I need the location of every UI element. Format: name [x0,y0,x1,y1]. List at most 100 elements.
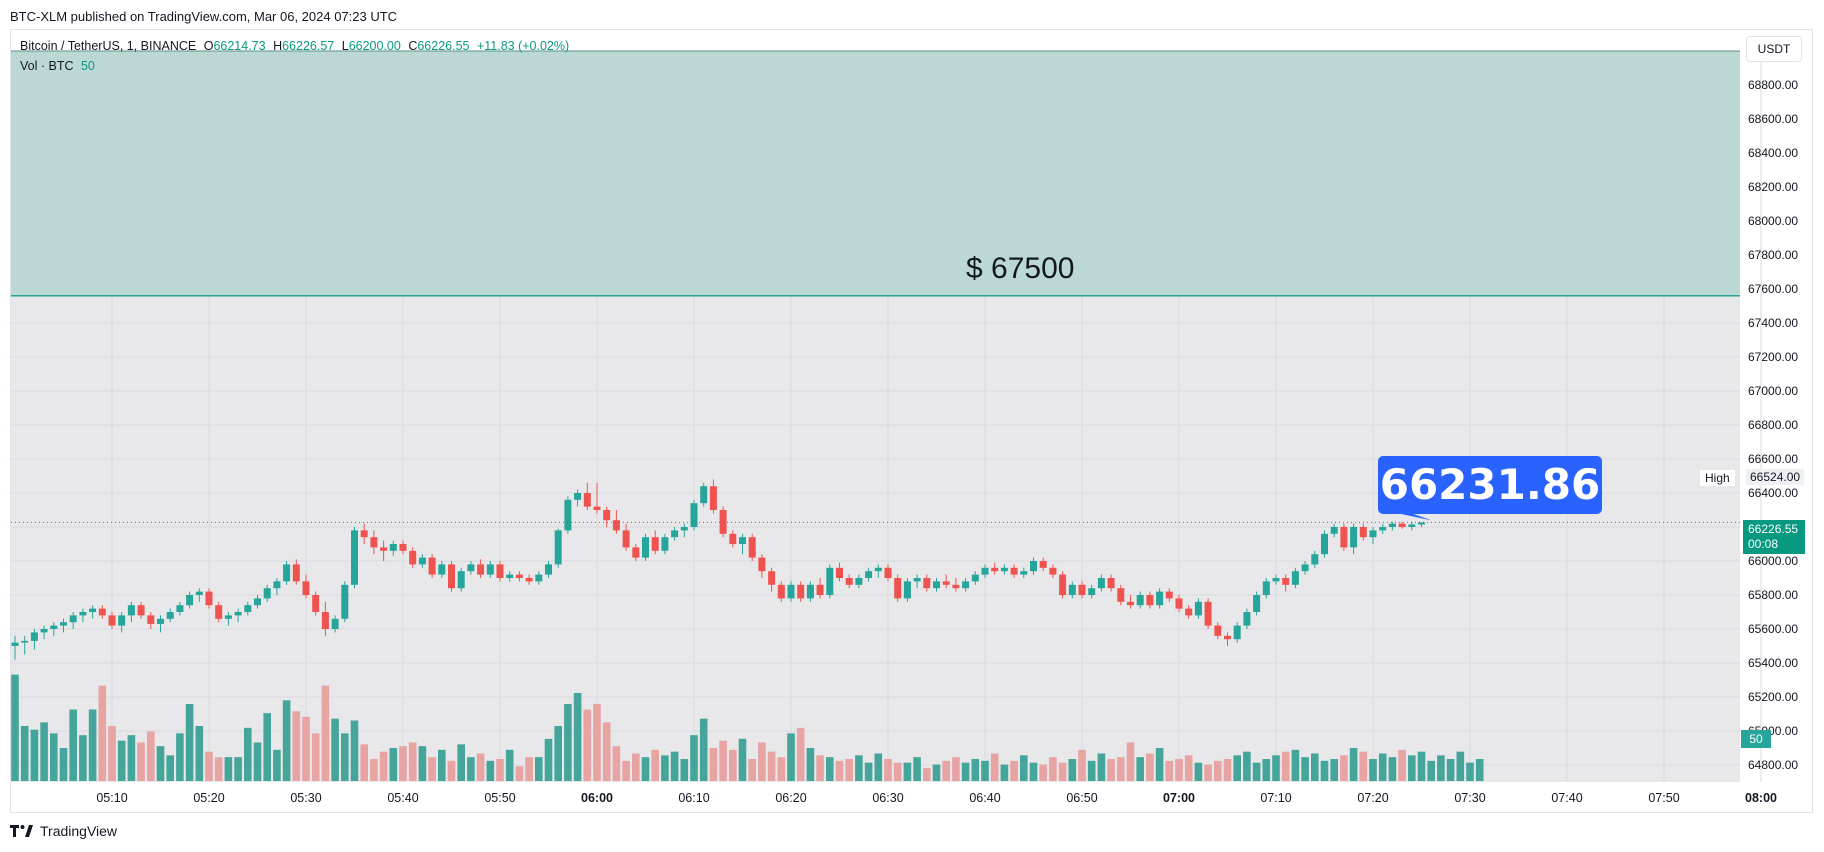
volume-bar [486,760,495,781]
candle-body [389,544,397,551]
volume-bar [923,768,931,781]
volume-bar [990,753,999,781]
currency-button[interactable]: USDT [1746,36,1802,62]
volume-bar [311,733,320,781]
candle-body [1291,571,1299,585]
candle-body [903,581,911,599]
candle-body [1146,595,1154,606]
volume-bar [961,762,970,781]
candle-body [1107,578,1115,589]
candle-body [457,571,465,589]
tradingview-logo-icon [10,825,33,837]
candle-body [283,564,291,582]
candle-body [331,618,339,629]
volume-bar [20,726,29,781]
volume-bar [224,757,233,781]
candle-body [1020,571,1028,575]
candle-body [758,557,766,572]
volume-bar [855,755,863,781]
candle-body [215,605,223,619]
volume-bar [816,755,824,781]
candle-body [545,564,552,575]
price-callout: 66231.86 [1378,456,1602,514]
volume-bar [30,729,39,781]
volume-bar [806,748,815,781]
volume-bar [1136,757,1144,781]
x-tick-label: 07:50 [1648,791,1679,805]
x-tick-label: 06:30 [872,791,903,805]
volume-bar [1291,749,1300,781]
volume-bar [826,757,834,781]
volume-bar [1049,757,1057,781]
candle-body [612,520,620,531]
volume-bar [787,733,795,781]
volume-bar [864,762,873,781]
high-value: 66226.57 [282,39,335,53]
last-price-tag: 66226.55 00:08 [1743,520,1805,554]
candle-body [1175,598,1183,609]
volume-bar [302,716,310,781]
volume-bar [612,746,621,781]
low-value: 66200.00 [348,39,401,53]
y-tick-label: 67000.00 [1748,384,1798,398]
volume-bar [981,760,989,781]
y-tick-label: 68600.00 [1748,112,1798,126]
candle-body [525,578,533,582]
candle-body [273,581,281,589]
y-tick-label: 68800.00 [1748,78,1798,92]
candle-body [127,605,135,616]
volume-value: 50 [80,59,95,73]
volume-bar [244,727,252,781]
volume-bar [205,751,213,781]
volume-bar [428,757,436,781]
high-label: H [273,39,283,53]
volume-bar [1010,760,1018,781]
volume-bar [1417,751,1426,781]
x-tick-label: 07:00 [1163,791,1195,805]
candle-body [69,615,77,623]
volume-bar [1456,751,1465,781]
volume-bar [1058,762,1067,781]
candle-body [302,581,310,595]
volume-bar [738,738,747,781]
volume-bar [903,762,912,781]
volume-bar [1262,759,1271,781]
volume-bar [796,727,805,781]
candle-body [942,581,950,585]
volume-bar [1029,762,1038,781]
volume-bar [69,709,77,781]
candle-body [166,612,174,619]
candle-body [952,584,960,589]
volume-bar [932,764,941,781]
candle-body [98,608,106,616]
volume-bar [1165,760,1174,781]
volume-badge: 50 [1741,730,1771,748]
volume-bar [1378,753,1387,781]
y-tick-label: 65200.00 [1748,690,1798,704]
candle-body [234,612,242,616]
footer-brand[interactable]: TradingView [10,823,117,839]
candle-body [603,510,611,521]
volume-bar [661,755,669,781]
candle-body [30,632,38,641]
volume-bar [845,759,853,781]
volume-bar [108,726,116,781]
volume-bar [593,704,601,781]
candle-body [1030,561,1037,572]
volume-bar [273,749,281,781]
candle-body [409,550,417,565]
volume-bar [331,718,339,781]
candle-body [661,537,669,551]
candle-body [564,499,572,531]
volume-bar [350,720,359,781]
candle-body [1039,561,1047,568]
volume-bar [1475,759,1484,781]
volume-bar [971,759,980,781]
candle-body [1088,588,1096,595]
volume-bar [767,751,776,781]
candle-body [583,493,591,507]
candle-body [360,530,368,538]
volume-bar [632,753,640,781]
x-tick-label: 05:30 [290,791,321,805]
